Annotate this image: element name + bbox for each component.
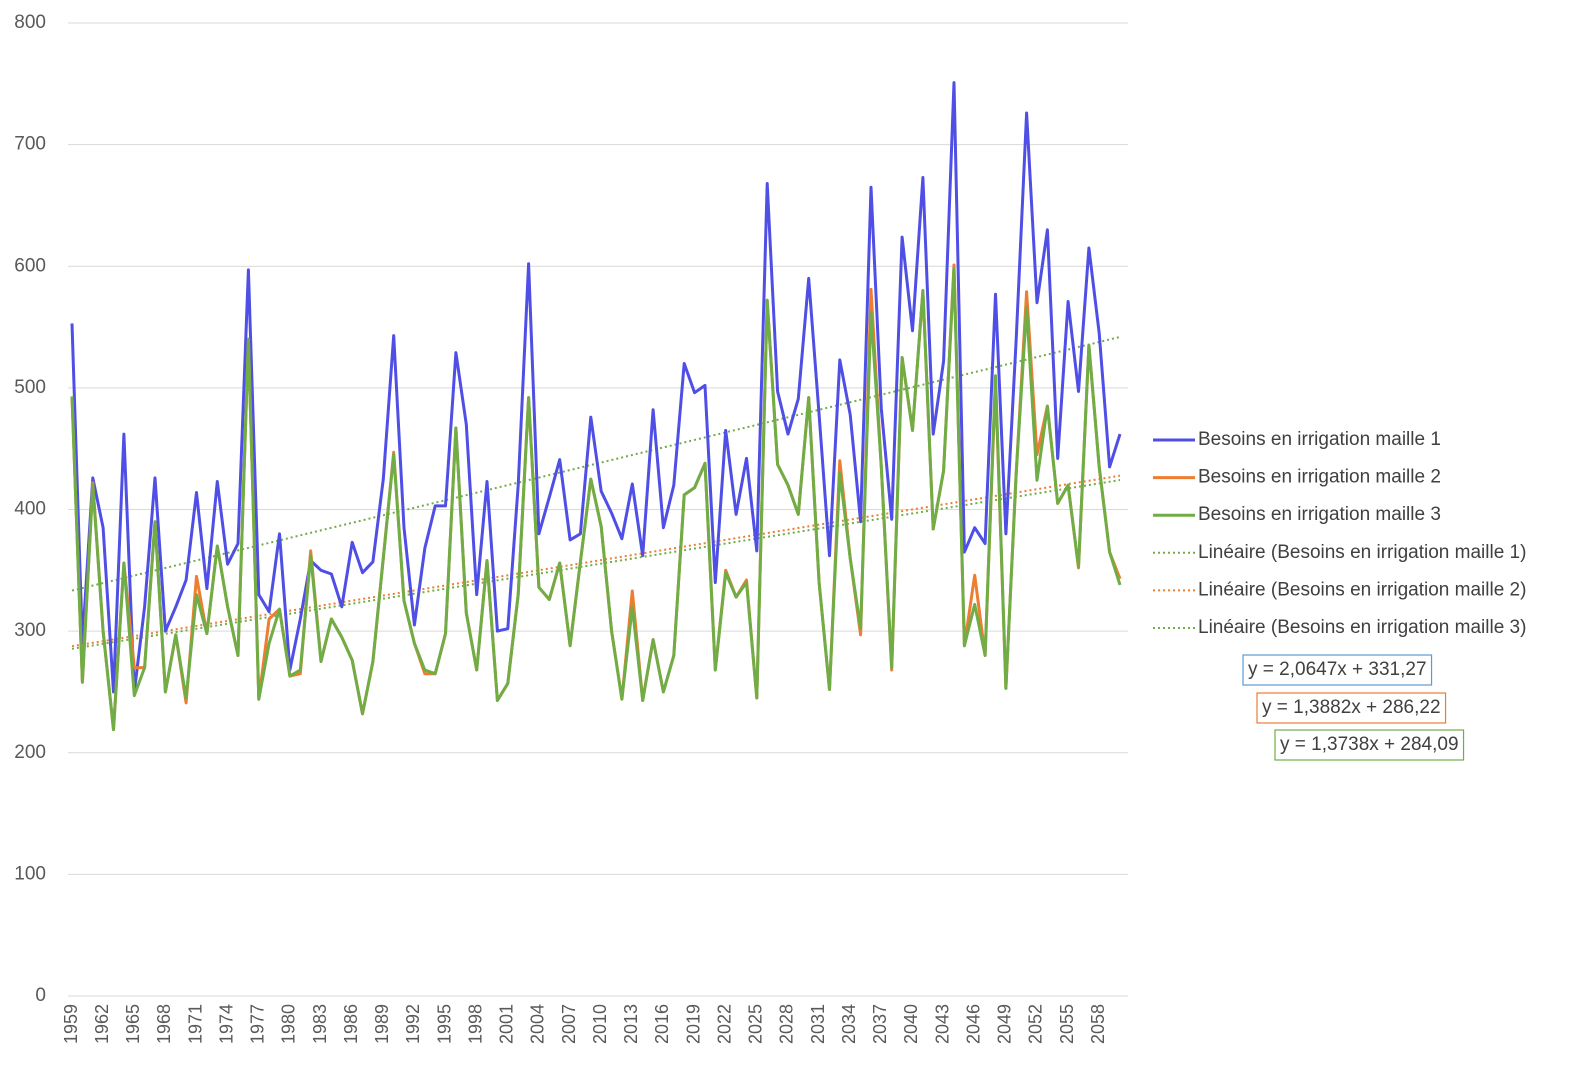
x-tick-label: 2022	[714, 1004, 734, 1044]
trend-equation: y = 1,3738x + 284,09	[1280, 734, 1459, 755]
x-tick-label: 2004	[528, 1004, 548, 1044]
trend-equation: y = 1,3882x + 286,22	[1262, 697, 1441, 718]
y-tick-label: 600	[14, 255, 46, 276]
x-tick-label: 1989	[372, 1004, 392, 1044]
legend-label: Besoins en irrigation maille 1	[1198, 429, 1441, 450]
legend-label: Linéaire (Besoins en irrigation maille 3…	[1198, 617, 1526, 638]
equation-box	[1242, 654, 1433, 686]
x-tick-label: 2037	[870, 1004, 890, 1044]
x-tick-label: 2019	[683, 1004, 703, 1044]
x-tick-label: 2001	[497, 1004, 517, 1044]
x-tick-label: 2010	[590, 1004, 610, 1044]
x-tick-label: 1968	[154, 1004, 174, 1044]
x-tick-label: 1998	[465, 1004, 485, 1044]
y-tick-label: 300	[14, 620, 46, 641]
trend-equation: y = 2,0647x + 331,27	[1248, 659, 1427, 680]
x-tick-label: 2028	[777, 1004, 797, 1044]
y-tick-label: 400	[14, 499, 46, 520]
equation-box	[1274, 729, 1465, 761]
y-tick-label: 100	[14, 863, 46, 884]
x-tick-label: 2055	[1057, 1004, 1077, 1044]
x-tick-label: 1983	[310, 1004, 330, 1044]
x-tick-label: 1980	[279, 1004, 299, 1044]
x-tick-label: 1986	[341, 1004, 361, 1044]
legend-label: Besoins en irrigation maille 3	[1198, 504, 1441, 525]
x-tick-label: 2007	[559, 1004, 579, 1044]
legend-label: Linéaire (Besoins en irrigation maille 1…	[1198, 542, 1526, 563]
y-tick-label: 0	[35, 985, 46, 1006]
x-tick-label: 2052	[1026, 1004, 1046, 1044]
x-tick-label: 1992	[403, 1004, 423, 1044]
x-tick-label: 1974	[216, 1004, 236, 1044]
trend-line	[71, 474, 1121, 648]
y-tick-label: 700	[14, 134, 46, 155]
x-tick-label: 2043	[932, 1004, 952, 1044]
x-tick-label: 2046	[963, 1004, 983, 1044]
y-tick-label: 200	[14, 742, 46, 763]
x-tick-label: 2058	[1088, 1004, 1108, 1044]
legend-label: Linéaire (Besoins en irrigation maille 2…	[1198, 579, 1526, 600]
x-tick-label: 1962	[92, 1004, 112, 1044]
x-tick-label: 1965	[123, 1004, 143, 1044]
equation-box	[1256, 692, 1447, 724]
legend-label: Besoins en irrigation maille 2	[1198, 467, 1441, 488]
x-tick-label: 2049	[995, 1004, 1015, 1044]
x-tick-label: 1995	[434, 1004, 454, 1044]
x-tick-label: 2034	[839, 1004, 859, 1044]
x-tick-label: 2016	[652, 1004, 672, 1044]
y-tick-label: 800	[14, 12, 46, 33]
x-tick-label: 2025	[746, 1004, 766, 1044]
x-tick-label: 2040	[901, 1004, 921, 1044]
series-line	[70, 81, 1122, 694]
trend-line	[71, 479, 1121, 650]
y-tick-label: 500	[14, 377, 46, 398]
x-tick-label: 2031	[808, 1004, 828, 1044]
x-tick-label: 2013	[621, 1004, 641, 1044]
x-tick-label: 1977	[248, 1004, 268, 1044]
series-line	[70, 267, 1122, 732]
x-tick-label: 1959	[61, 1004, 81, 1044]
x-tick-label: 1971	[185, 1004, 205, 1044]
